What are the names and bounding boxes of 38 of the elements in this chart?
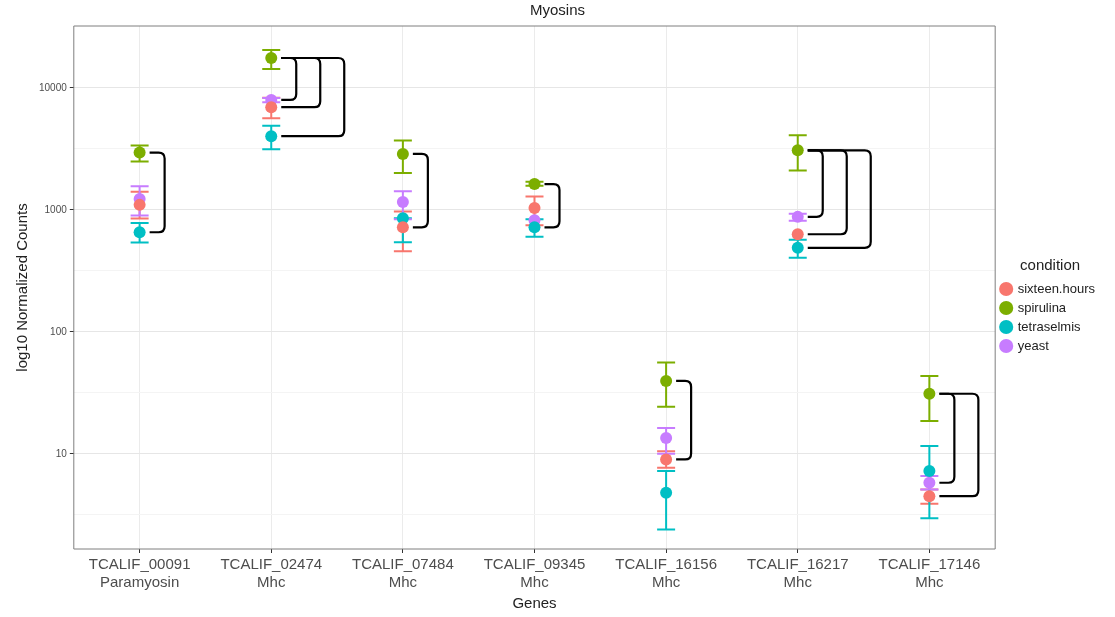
point bbox=[528, 202, 541, 215]
x-axis-title: Genes bbox=[512, 594, 557, 612]
point bbox=[923, 464, 936, 477]
point bbox=[660, 486, 673, 499]
point bbox=[133, 198, 146, 211]
x-tick-label: TCALIF_17146 Mhc bbox=[878, 555, 981, 591]
x-tick-label: TCALIF_16156 Mhc bbox=[615, 555, 717, 591]
point bbox=[791, 210, 804, 223]
legend-label: yeast bbox=[1017, 337, 1050, 353]
point bbox=[265, 101, 278, 114]
point bbox=[396, 147, 409, 160]
x-tick-label: TCALIF_09345 Mhc bbox=[483, 555, 586, 591]
chart-title: Myosins bbox=[529, 1, 586, 19]
point bbox=[791, 241, 804, 254]
point bbox=[265, 130, 278, 143]
legend-label: spirulina bbox=[1017, 299, 1067, 315]
legend-title: condition bbox=[1020, 256, 1081, 274]
x-tick-label: TCALIF_02474 Mhc bbox=[220, 555, 323, 591]
x-tick-label: TCALIF_00091 Paramyosin bbox=[88, 555, 191, 591]
y-tick-label: 10 bbox=[55, 447, 68, 459]
point bbox=[660, 431, 673, 444]
point bbox=[791, 228, 804, 241]
point bbox=[660, 374, 673, 387]
x-tick-label: TCALIF_07484 Mhc bbox=[352, 555, 454, 591]
y-tick-label: 10000 bbox=[39, 81, 68, 93]
point bbox=[923, 387, 936, 400]
legend-label: tetraselmis bbox=[1017, 318, 1082, 334]
y-tick-label: 100 bbox=[50, 325, 68, 337]
point bbox=[396, 196, 409, 209]
point bbox=[791, 144, 804, 157]
x-tick-label: TCALIF_16217 Mhc bbox=[746, 555, 849, 591]
point bbox=[396, 221, 409, 234]
point bbox=[265, 52, 278, 64]
y-axis-title: log10 Normalized Counts bbox=[13, 203, 31, 372]
point bbox=[133, 146, 146, 159]
y-tick-label: 1000 bbox=[44, 203, 68, 215]
point bbox=[528, 178, 541, 191]
legend-label: sixteen.hours bbox=[1017, 280, 1096, 296]
